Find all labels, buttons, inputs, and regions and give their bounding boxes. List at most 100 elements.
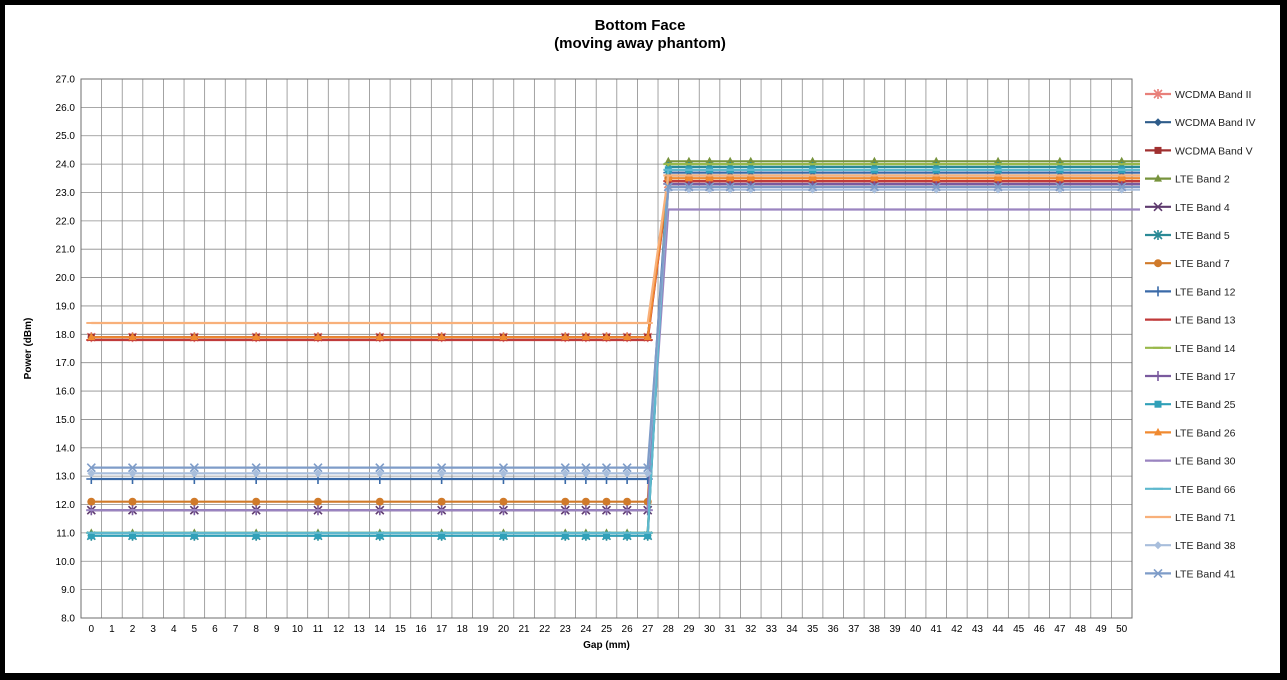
data-point (1117, 182, 1127, 192)
data-point (1117, 156, 1126, 165)
data-point (86, 463, 96, 473)
series-lte-band-4 (86, 182, 1140, 515)
data-point (561, 532, 569, 540)
x-tick-label: 14 (374, 624, 386, 635)
data-point (499, 532, 507, 540)
data-point (437, 463, 447, 473)
series-lte-band-26 (87, 173, 1140, 341)
x-tick-label: 35 (807, 624, 819, 635)
data-point (643, 332, 652, 341)
data-point (602, 332, 611, 341)
legend: WCDMA Band II WCDMA Band IV WCDMA Band V LT… (1145, 89, 1256, 580)
legend-item: LTE Band 26 (1145, 427, 1236, 439)
data-point (189, 463, 199, 473)
x-tick-label: 46 (1034, 624, 1046, 635)
data-point (643, 469, 652, 478)
data-point (499, 469, 508, 478)
data-point (1055, 173, 1064, 182)
y-tick-label: 12.0 (56, 500, 76, 511)
legend-label: LTE Band 30 (1175, 456, 1236, 468)
data-point (375, 497, 384, 506)
data-point (808, 182, 818, 192)
x-tick-label: 23 (560, 624, 572, 635)
x-tick-label: 33 (766, 624, 778, 635)
legend-item: LTE Band 12 (1145, 286, 1236, 298)
y-tick-label: 13.0 (56, 472, 76, 483)
data-point (1055, 182, 1065, 192)
y-tick-label: 26.0 (56, 103, 76, 114)
legend-label: LTE Band 71 (1175, 512, 1236, 524)
y-tick-label: 27.0 (56, 75, 76, 86)
x-tick-label: 20 (498, 624, 510, 635)
x-tick-label: 32 (745, 624, 757, 635)
data-point (746, 156, 755, 165)
data-point (581, 463, 591, 473)
y-tick-label: 8.0 (61, 614, 75, 625)
y-axis-ticks: 8.0 9.0 10.0 11.0 12.0 13.0 14.0 15.0 16.0 17.0 18… (56, 75, 76, 625)
series-line (91, 182, 1140, 339)
x-tick-label: 19 (477, 624, 489, 635)
x-tick-label: 9 (274, 624, 280, 635)
data-point (128, 469, 137, 478)
data-point (601, 463, 612, 473)
data-point (581, 497, 590, 506)
x-tick-label: 48 (1075, 624, 1087, 635)
legend-label: LTE Band 66 (1175, 484, 1236, 496)
data-point (437, 469, 446, 478)
x-tick-label: 12 (333, 624, 345, 635)
data-point (313, 469, 322, 478)
data-point (623, 532, 631, 540)
data-point (581, 469, 590, 478)
data-point (561, 332, 570, 341)
series-line (91, 165, 1140, 537)
legend-label: LTE Band 38 (1175, 540, 1236, 552)
series-line (91, 182, 1140, 512)
data-point (993, 182, 1003, 192)
data-point (932, 173, 941, 182)
legend-item: LTE Band 13 (1145, 315, 1236, 327)
legend-label: WCDMA Band V (1175, 145, 1253, 157)
series-line (91, 174, 1140, 339)
series-lte-band-30 (86, 208, 1140, 512)
x-tick-label: 18 (457, 624, 469, 635)
data-point (644, 532, 652, 540)
x-tick-label: 8 (253, 624, 259, 635)
series-lte-band-66 (86, 168, 1140, 534)
x-tick-label: 0 (89, 624, 95, 635)
x-tick-label: 47 (1054, 624, 1066, 635)
legend-item: LTE Band 38 (1145, 540, 1236, 552)
data-point (128, 497, 137, 506)
series-lte-band-14 (86, 163, 1140, 534)
y-tick-label: 15.0 (56, 415, 76, 426)
y-tick-label: 16.0 (56, 387, 76, 398)
x-axis-ticks: 0 1 2 3 4 5 6 7 8 9 10 11 12 13 14 15 16 17 18 19 20 21 22 23 24… (89, 624, 1128, 635)
y-tick-label: 11.0 (56, 528, 75, 539)
data-point (684, 182, 694, 192)
chart-frame: Bottom Face (moving away phantom) 8.0 9.0… (4, 4, 1281, 674)
series-line (91, 171, 1140, 481)
line-chart: Bottom Face (moving away phantom) 8.0 9.0… (23, 17, 1256, 651)
legend-label: LTE Band 13 (1175, 315, 1236, 327)
data-point (437, 332, 446, 341)
x-tick-label: 3 (150, 624, 156, 635)
legend-marker (1153, 568, 1163, 578)
x-tick-label: 38 (869, 624, 881, 635)
data-point (622, 463, 632, 473)
x-axis-label: Gap (mm) (583, 640, 630, 651)
legend-item: WCDMA Band II (1145, 89, 1251, 101)
legend-marker (1153, 371, 1163, 381)
y-tick-label: 14.0 (56, 443, 76, 454)
legend-item: LTE Band 71 (1145, 512, 1236, 524)
y-tick-label: 25.0 (56, 131, 76, 142)
series-line (91, 180, 1140, 342)
series-line (91, 163, 1140, 534)
data-point (561, 469, 570, 478)
x-tick-label: 50 (1116, 624, 1128, 635)
data-point (190, 332, 199, 341)
data-point (87, 497, 96, 506)
series-line (91, 160, 1140, 534)
series-lte-band-71 (86, 174, 1140, 325)
data-point (623, 469, 632, 478)
data-point (87, 332, 96, 341)
legend-label: WCDMA Band II (1175, 89, 1251, 101)
